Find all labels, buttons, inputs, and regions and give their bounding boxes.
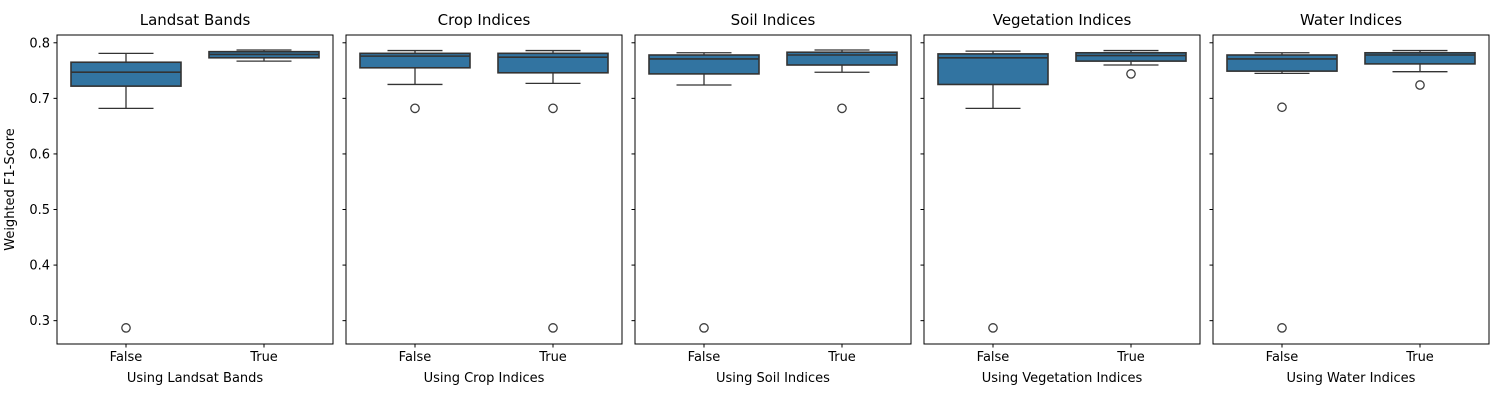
outlier-point: [1277, 323, 1287, 333]
subplot-4: Vegetation Indices Using Vegetation Indic…: [920, 11, 1201, 386]
x-tick-label: False: [110, 350, 143, 365]
panel-title: Water Indices: [1300, 11, 1402, 29]
axes-frame: [923, 34, 1201, 345]
outlier-point: [121, 323, 131, 333]
x-tick-label: False: [1266, 350, 1299, 365]
x-tick-label: False: [688, 350, 721, 365]
x-tick-label: True: [1116, 350, 1145, 365]
box-true: [1075, 51, 1187, 62]
panel-title: Soil Indices: [731, 11, 816, 29]
axes-frame: [345, 34, 623, 345]
axes-frame: [634, 34, 912, 345]
box-false: [937, 53, 1049, 86]
y-tick-label: 0.5: [29, 203, 50, 218]
outlier-point: [1126, 69, 1136, 79]
outlier-point: [548, 103, 558, 114]
x-tick-label: True: [1405, 350, 1434, 365]
y-axis-label: Weighted F1-Score: [3, 128, 18, 251]
outlier-point: [1277, 102, 1287, 113]
x-tick-label: True: [827, 350, 856, 365]
outlier-point: [548, 323, 558, 333]
outlier-point: [837, 103, 847, 114]
outlier-point: [1415, 80, 1425, 90]
box-true: [1364, 51, 1476, 65]
box-false: [359, 52, 471, 69]
box-false: [648, 54, 760, 75]
box-true: [786, 51, 898, 66]
subplot-3: Soil Indices Using Soil Indices False True: [631, 11, 912, 386]
y-tick-label: 0.3: [29, 314, 50, 329]
x-axis-label: Using Water Indices: [1287, 371, 1416, 386]
panel-title: Vegetation Indices: [993, 11, 1132, 29]
y-tick-label: 0.4: [29, 259, 50, 274]
y-tick-label: 0.6: [29, 147, 50, 162]
outlier-point: [410, 103, 420, 114]
x-axis-label: Using Crop Indices: [424, 371, 545, 386]
subplot-1: Landsat Bands Using Landsat Bands 0.8 0.7 0.…: [29, 11, 334, 386]
panel-title: Landsat Bands: [140, 11, 251, 29]
x-tick-label: True: [538, 350, 567, 365]
outlier-point: [988, 323, 998, 333]
subplot-5: Water Indices Using Water Indices False Tru…: [1209, 11, 1490, 386]
x-axis-label: Using Vegetation Indices: [982, 371, 1143, 386]
box-true: [497, 52, 609, 74]
axes-frame: [56, 34, 334, 345]
y-tick-label: 0.8: [29, 36, 50, 51]
subplot-2: Crop Indices Using Crop Indices False True: [342, 11, 623, 386]
box-false: [70, 61, 182, 87]
y-tick-label: 0.7: [29, 92, 50, 107]
axes-frame: [1212, 34, 1490, 345]
x-tick-label: True: [249, 350, 278, 365]
x-axis-label: Using Landsat Bands: [127, 371, 264, 386]
x-tick-label: False: [977, 350, 1010, 365]
x-axis-label: Using Soil Indices: [716, 371, 830, 386]
box-false: [1226, 54, 1338, 72]
x-tick-label: False: [399, 350, 432, 365]
outlier-point: [699, 323, 709, 333]
panel-title: Crop Indices: [438, 11, 531, 29]
